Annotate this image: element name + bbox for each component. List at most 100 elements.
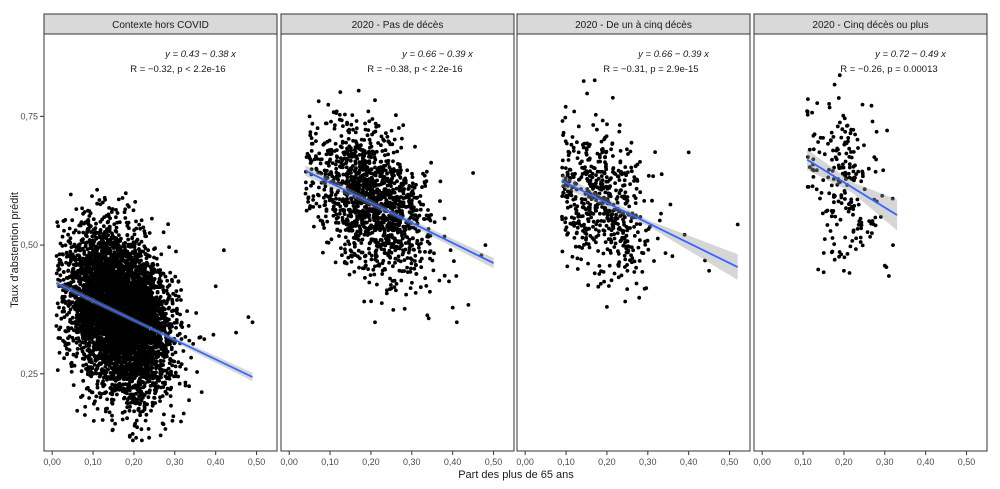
data-point [172, 359, 177, 364]
data-point [162, 368, 167, 373]
data-point [76, 243, 81, 248]
data-point [158, 295, 163, 299]
data-point [76, 248, 81, 252]
data-point [76, 314, 81, 318]
data-point [126, 355, 131, 360]
x-axis-title: Part des plus de 65 ans [458, 469, 574, 481]
data-point [149, 408, 153, 413]
data-point [62, 309, 67, 314]
data-point [126, 204, 131, 209]
data-point [143, 334, 148, 338]
data-point [199, 390, 204, 394]
data-point [78, 223, 83, 228]
data-point [57, 257, 62, 262]
data-point [112, 222, 117, 227]
data-point [110, 401, 115, 406]
data-point [166, 295, 171, 300]
data-point [160, 421, 165, 426]
data-point [79, 395, 83, 399]
data-point [125, 330, 129, 334]
data-point [187, 398, 191, 403]
data-point [187, 384, 192, 389]
data-point [129, 400, 133, 405]
data-point [170, 418, 175, 423]
data-point [91, 371, 96, 376]
data-point [94, 282, 98, 287]
data-point [143, 418, 148, 423]
data-point [166, 323, 171, 328]
data-point [114, 236, 118, 241]
data-point [87, 373, 92, 377]
data-point [124, 258, 129, 263]
data-point [152, 338, 157, 343]
data-point [159, 252, 164, 257]
data-point [105, 288, 110, 293]
data-point [87, 238, 92, 242]
data-point [95, 407, 100, 411]
data-point [168, 394, 173, 398]
data-point [183, 383, 188, 388]
data-point [120, 269, 125, 274]
data-point [120, 343, 124, 348]
data-point [72, 242, 77, 247]
data-point [92, 363, 97, 367]
data-point [110, 290, 115, 295]
data-point [144, 252, 148, 256]
data-point [133, 200, 138, 204]
data-point [124, 263, 129, 268]
data-point [140, 283, 145, 288]
data-point [55, 220, 60, 225]
data-point [124, 287, 129, 291]
data-point [123, 279, 127, 283]
data-point [126, 237, 131, 242]
data-point [162, 412, 166, 417]
data-point [160, 310, 165, 315]
data-point [154, 318, 159, 322]
data-point [131, 294, 136, 299]
data-point [60, 294, 65, 299]
data-point [153, 284, 158, 289]
data-point [83, 332, 88, 337]
data-point [141, 225, 146, 230]
data-point [165, 278, 170, 283]
data-point [134, 219, 138, 224]
data-point [113, 421, 117, 426]
data-point [103, 373, 108, 378]
data-point [186, 324, 191, 328]
data-point [87, 356, 91, 361]
data-point [141, 374, 145, 379]
data-point [116, 197, 121, 202]
data-point [123, 275, 128, 279]
data-point [125, 233, 130, 237]
data-point [149, 331, 154, 336]
data-point [158, 306, 163, 311]
data-point [113, 272, 118, 276]
data-point [90, 244, 95, 249]
data-point [72, 274, 76, 279]
data-point [110, 413, 114, 418]
data-point [150, 216, 154, 221]
data-point [80, 206, 84, 211]
data-point [54, 271, 59, 276]
data-point [173, 274, 178, 279]
data-point [84, 240, 89, 245]
data-point [95, 201, 99, 206]
data-point [145, 402, 150, 407]
data-point [132, 396, 137, 401]
data-point [88, 307, 92, 312]
data-point [161, 288, 166, 292]
data-point [83, 257, 87, 262]
data-point [167, 361, 172, 366]
data-point [127, 383, 132, 387]
data-point [157, 277, 162, 281]
data-point [133, 248, 138, 253]
data-point [121, 258, 126, 263]
data-point [108, 355, 113, 359]
data-point [134, 268, 138, 273]
data-point [103, 390, 108, 395]
data-point [72, 271, 76, 275]
data-point [187, 338, 192, 343]
data-point [170, 301, 175, 306]
data-point [138, 302, 143, 307]
data-point [133, 301, 138, 306]
